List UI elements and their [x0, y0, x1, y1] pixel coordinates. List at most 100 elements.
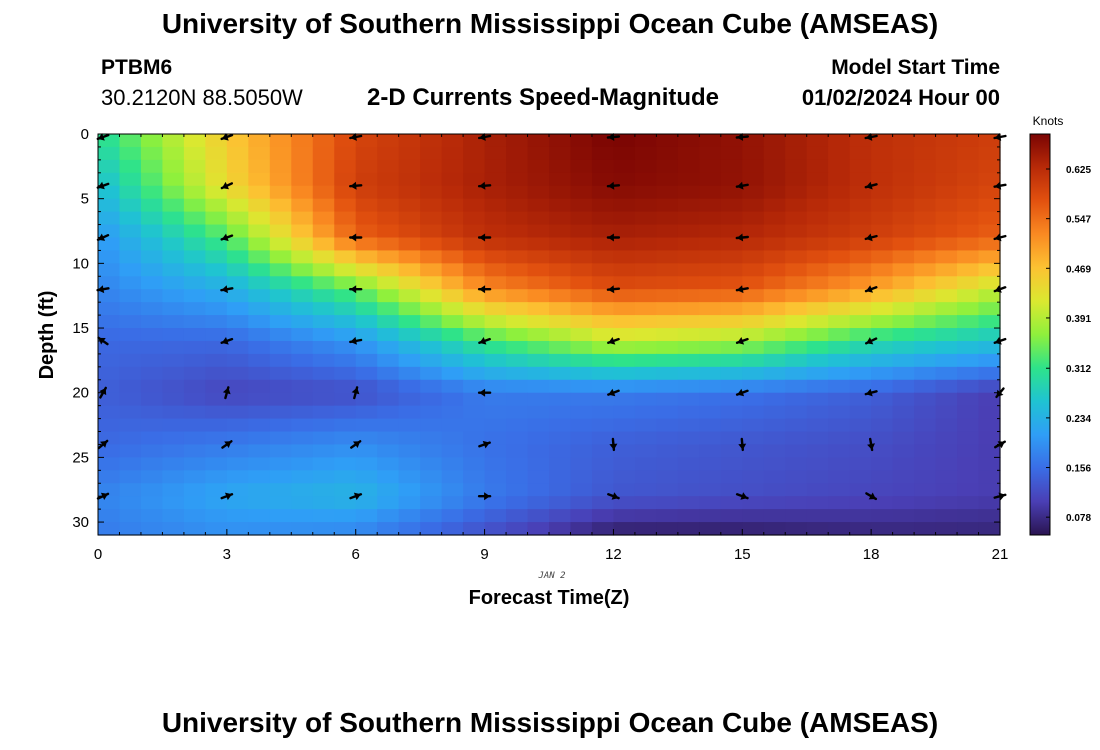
- heatmap-cell: [656, 392, 679, 407]
- heatmap-cell: [634, 211, 657, 226]
- heatmap-cell: [849, 315, 872, 329]
- heatmap-cell: [162, 302, 185, 316]
- heatmap-cell: [269, 211, 292, 226]
- heatmap-cell: [549, 315, 572, 329]
- heatmap-cell: [613, 418, 636, 433]
- heatmap-cell: [613, 405, 636, 420]
- heatmap-cell: [806, 522, 829, 536]
- heatmap-cell: [140, 522, 164, 536]
- heatmap-cell: [656, 431, 679, 446]
- heatmap-cell: [871, 340, 894, 355]
- heatmap-cell: [549, 405, 572, 420]
- heatmap-cell: [549, 172, 572, 187]
- heatmap-cell: [183, 444, 206, 458]
- model-start-label: Model Start Time: [831, 56, 1000, 79]
- heatmap-cell: [527, 172, 550, 187]
- heatmap-cell: [119, 353, 142, 368]
- heatmap-cell: [871, 392, 894, 407]
- heatmap-cell: [183, 509, 206, 523]
- heatmap-cell: [957, 470, 980, 484]
- heatmap-cell: [355, 457, 378, 471]
- heatmap-cell: [140, 315, 164, 329]
- heatmap-cell: [892, 444, 915, 458]
- heatmap-cell: [591, 302, 615, 316]
- current-vector: [477, 388, 492, 397]
- heatmap-cell: [871, 250, 894, 264]
- heatmap-cell: [677, 431, 700, 446]
- heatmap-cell: [355, 366, 378, 381]
- heatmap-cell: [140, 496, 164, 510]
- heatmap-cell: [785, 159, 808, 174]
- heatmap-cell: [506, 237, 529, 252]
- heatmap-cell: [914, 328, 937, 342]
- heatmap-cell: [205, 289, 228, 303]
- heatmap-cell: [591, 172, 615, 187]
- heatmap-cell: [677, 496, 700, 510]
- current-vector: [735, 492, 749, 500]
- heatmap-cell: [935, 263, 958, 277]
- current-vector: [606, 181, 621, 190]
- heatmap-cell: [570, 224, 593, 239]
- heatmap-cell: [699, 263, 722, 277]
- heatmap-cell: [914, 172, 937, 187]
- heatmap-cell: [656, 340, 679, 355]
- heatmap-cell: [656, 250, 679, 264]
- heatmap-cell: [398, 483, 421, 497]
- heatmap-cell: [742, 483, 765, 497]
- heatmap-cell: [828, 237, 851, 252]
- heatmap-cell: [463, 405, 486, 420]
- heatmap-cell: [871, 470, 894, 484]
- heatmap-cell: [677, 159, 700, 174]
- heatmap-cell: [914, 185, 937, 200]
- heatmap-cell: [935, 302, 958, 316]
- heatmap-cell: [140, 509, 164, 523]
- heatmap-cell: [291, 263, 314, 277]
- heatmap-cell: [463, 509, 486, 523]
- heatmap-cell: [484, 211, 507, 226]
- heatmap-cell: [334, 496, 357, 510]
- heatmap-cell: [334, 392, 357, 407]
- heatmap-cell: [570, 522, 593, 536]
- heatmap-cell: [377, 392, 400, 407]
- heatmap-cell: [978, 185, 1001, 200]
- heatmap-cell: [140, 276, 164, 290]
- heatmap-cell: [957, 198, 980, 213]
- heatmap-cell: [570, 289, 593, 303]
- heatmap-cell: [957, 444, 980, 458]
- heatmap-cell: [334, 353, 357, 368]
- heatmap-cell: [570, 250, 593, 264]
- heatmap-cell: [269, 146, 292, 161]
- heatmap-cell: [463, 185, 486, 200]
- heatmap-cell: [871, 483, 894, 497]
- heatmap-cell: [763, 522, 786, 536]
- heatmap-cell: [398, 315, 421, 329]
- heatmap-cell: [119, 211, 142, 226]
- heatmap-cell: [978, 522, 1001, 536]
- heatmap-cell: [334, 250, 357, 264]
- heatmap-cell: [978, 379, 1001, 394]
- heatmap-cell: [806, 198, 829, 213]
- heatmap-cell: [527, 444, 550, 458]
- heatmap-cell: [506, 276, 529, 290]
- heatmap-cell: [549, 522, 572, 536]
- heatmap-cell: [763, 509, 786, 523]
- heatmap-cell: [957, 237, 980, 252]
- heatmap-cell: [441, 418, 464, 433]
- heatmap-cell: [720, 366, 743, 381]
- heatmap-cell: [785, 457, 808, 471]
- heatmap-cell: [914, 289, 937, 303]
- heatmap-cell: [613, 250, 636, 264]
- heatmap-cell: [957, 340, 980, 355]
- heatmap-cell: [183, 470, 206, 484]
- heatmap-cell: [570, 159, 593, 174]
- heatmap-cell: [699, 315, 722, 329]
- heatmap-cell: [634, 340, 657, 355]
- heatmap-cell: [656, 405, 679, 420]
- heatmap-cell: [506, 457, 529, 471]
- heatmap-cell: [763, 146, 786, 161]
- heatmap-cell: [248, 509, 271, 523]
- heatmap-cell: [806, 470, 829, 484]
- heatmap-cell: [398, 496, 421, 510]
- heatmap-cell: [549, 457, 572, 471]
- heatmap-cell: [226, 392, 249, 407]
